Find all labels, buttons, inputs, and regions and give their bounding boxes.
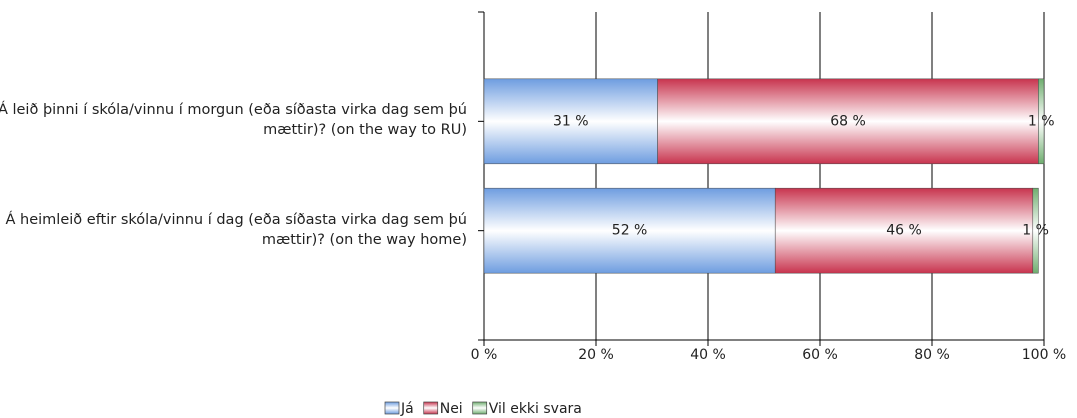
- data-label: 68 %: [830, 113, 866, 129]
- legend-swatch: [423, 401, 439, 415]
- bar-segment: [657, 78, 1039, 165]
- legend-swatch: [384, 401, 400, 415]
- x-tick-label: 0 %: [471, 347, 498, 363]
- data-label: 31 %: [553, 113, 589, 129]
- legend-label: Já: [400, 401, 414, 417]
- x-tick-label: 100 %: [1022, 347, 1066, 363]
- category-label: Á leið þinni í skóla/vinnu í morgun (eða…: [0, 102, 467, 139]
- bar-segment: [483, 78, 658, 165]
- data-label: 52 %: [612, 223, 648, 239]
- legend-swatch: [472, 401, 488, 415]
- bar-segment: [483, 187, 776, 274]
- x-tick-label: 40 %: [690, 347, 726, 363]
- x-tick-label: 60 %: [802, 347, 838, 363]
- legend-label: Vil ekki svara: [489, 401, 582, 417]
- x-tick-label: 80 %: [914, 347, 950, 363]
- data-label: 46 %: [886, 223, 922, 239]
- bar-segment: [1038, 78, 1045, 165]
- category-label: Á heimleið eftir skóla/vinnu í dag (eða …: [5, 211, 467, 248]
- data-label: 1 %: [1028, 113, 1055, 129]
- legend-label: Nei: [440, 401, 463, 417]
- bar-segment: [1032, 187, 1039, 274]
- data-label: 1 %: [1022, 223, 1049, 239]
- x-tick-label: 20 %: [578, 347, 614, 363]
